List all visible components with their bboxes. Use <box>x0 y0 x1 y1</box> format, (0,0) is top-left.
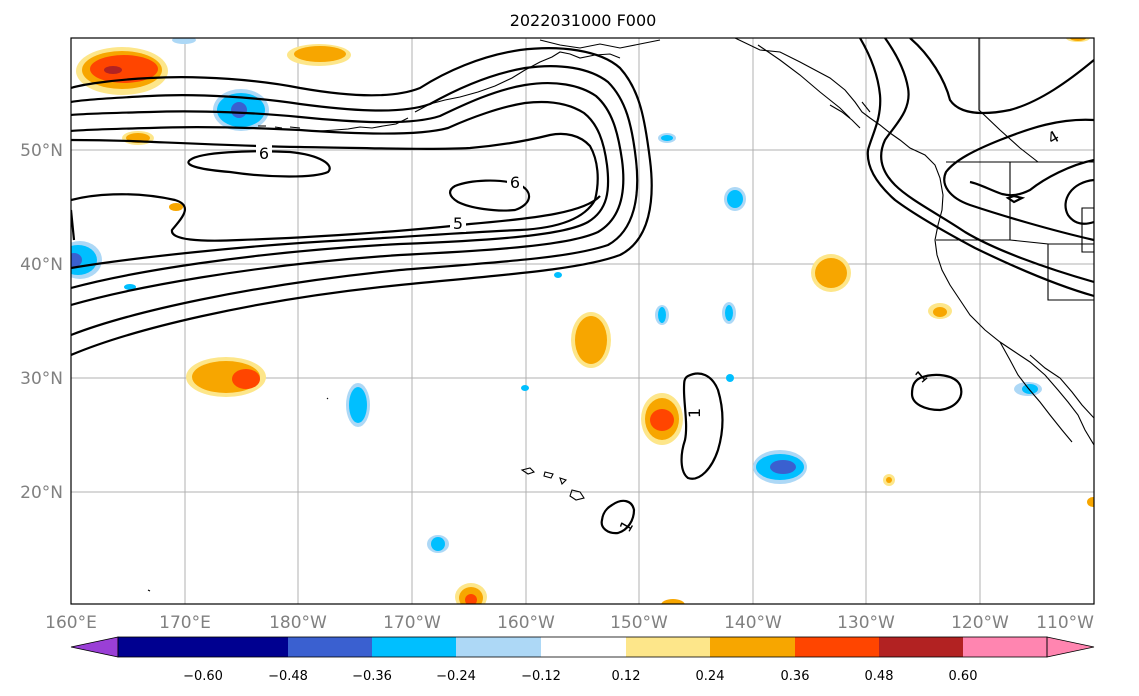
colorbar-extend-low <box>70 636 119 658</box>
colorbar-segment <box>626 637 710 657</box>
colorbar-tick-label: −0.48 <box>268 669 308 684</box>
lon-tick-label: 160°E <box>45 613 97 633</box>
colorbar-segment <box>456 637 541 657</box>
colorbar-tick-label: 0.48 <box>865 669 894 684</box>
lon-tick-label: 130°W <box>837 613 895 633</box>
colorbar-tick-label: −0.12 <box>521 669 561 684</box>
lat-tick-label: 50°N <box>20 141 63 161</box>
colorbar-segment <box>372 637 456 657</box>
lon-tick-label: 170°W <box>383 613 441 633</box>
lat-tick-label: 30°N <box>20 369 63 389</box>
colorbar-tick-label: −0.36 <box>352 669 392 684</box>
contour-lines <box>71 38 1094 535</box>
map-panel: 6 6 5 1 1 1 4 <box>71 38 1094 604</box>
lon-tick-label: 140°W <box>724 613 782 633</box>
colorbar-tick-label: 0.60 <box>949 669 978 684</box>
colorbar-segment <box>795 637 879 657</box>
colorbar-segment <box>710 637 795 657</box>
colorbar-segment <box>118 637 203 657</box>
map-title: 2022031000 F000 <box>510 11 657 30</box>
lat-tick-label: 40°N <box>20 255 63 275</box>
colorbar: −0.60 −0.48 −0.36 −0.24 −0.12 0.12 0.24 … <box>70 636 1095 684</box>
anomaly-fills <box>71 38 1094 604</box>
lon-tick-label: 150°W <box>610 613 668 633</box>
colorbar-segment <box>963 637 1047 657</box>
latitude-tick-labels: 50°N 40°N 30°N 20°N <box>20 141 63 503</box>
longitude-tick-labels: 160°E 170°E 180°W 170°W 160°W 150°W 140°… <box>45 613 1094 633</box>
colorbar-segment <box>288 637 372 657</box>
colorbar-tick-label: 0.36 <box>781 669 810 684</box>
colorbar-segment <box>879 637 963 657</box>
colorbar-tick-label: −0.24 <box>436 669 476 684</box>
colorbar-segment <box>541 637 626 657</box>
lon-tick-label: 120°W <box>951 613 1009 633</box>
lon-tick-label: 170°E <box>159 613 211 633</box>
lon-tick-label: 160°W <box>497 613 555 633</box>
lon-tick-label: 110°W <box>1036 613 1094 633</box>
colorbar-tick-label: 0.12 <box>612 669 641 684</box>
colorbar-tick-label: 0.24 <box>696 669 725 684</box>
contour-label: 6 <box>510 173 520 192</box>
contour-label: 1 <box>685 408 704 418</box>
contour-label: 5 <box>453 214 463 233</box>
colorbar-segment <box>203 637 288 657</box>
colorbar-extend-high <box>1046 636 1095 658</box>
contour-label: 6 <box>259 144 269 163</box>
map-frame <box>70 37 1095 605</box>
lon-tick-label: 180°W <box>269 613 327 633</box>
colorbar-tick-label: −0.60 <box>183 669 223 684</box>
lat-tick-label: 20°N <box>20 483 63 503</box>
